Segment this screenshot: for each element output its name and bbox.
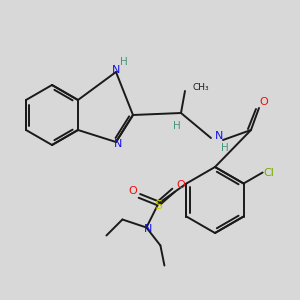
Text: H: H (221, 143, 229, 153)
Text: H: H (173, 121, 181, 131)
Text: O: O (176, 181, 185, 190)
Text: CH₃: CH₃ (193, 83, 210, 92)
Text: S: S (154, 199, 162, 212)
Text: N: N (215, 131, 224, 141)
Text: N: N (114, 139, 122, 149)
Text: O: O (128, 187, 137, 196)
Text: O: O (260, 97, 268, 107)
Text: Cl: Cl (263, 167, 274, 178)
Text: N: N (112, 65, 120, 75)
Text: N: N (144, 224, 153, 235)
Text: H: H (120, 57, 128, 67)
